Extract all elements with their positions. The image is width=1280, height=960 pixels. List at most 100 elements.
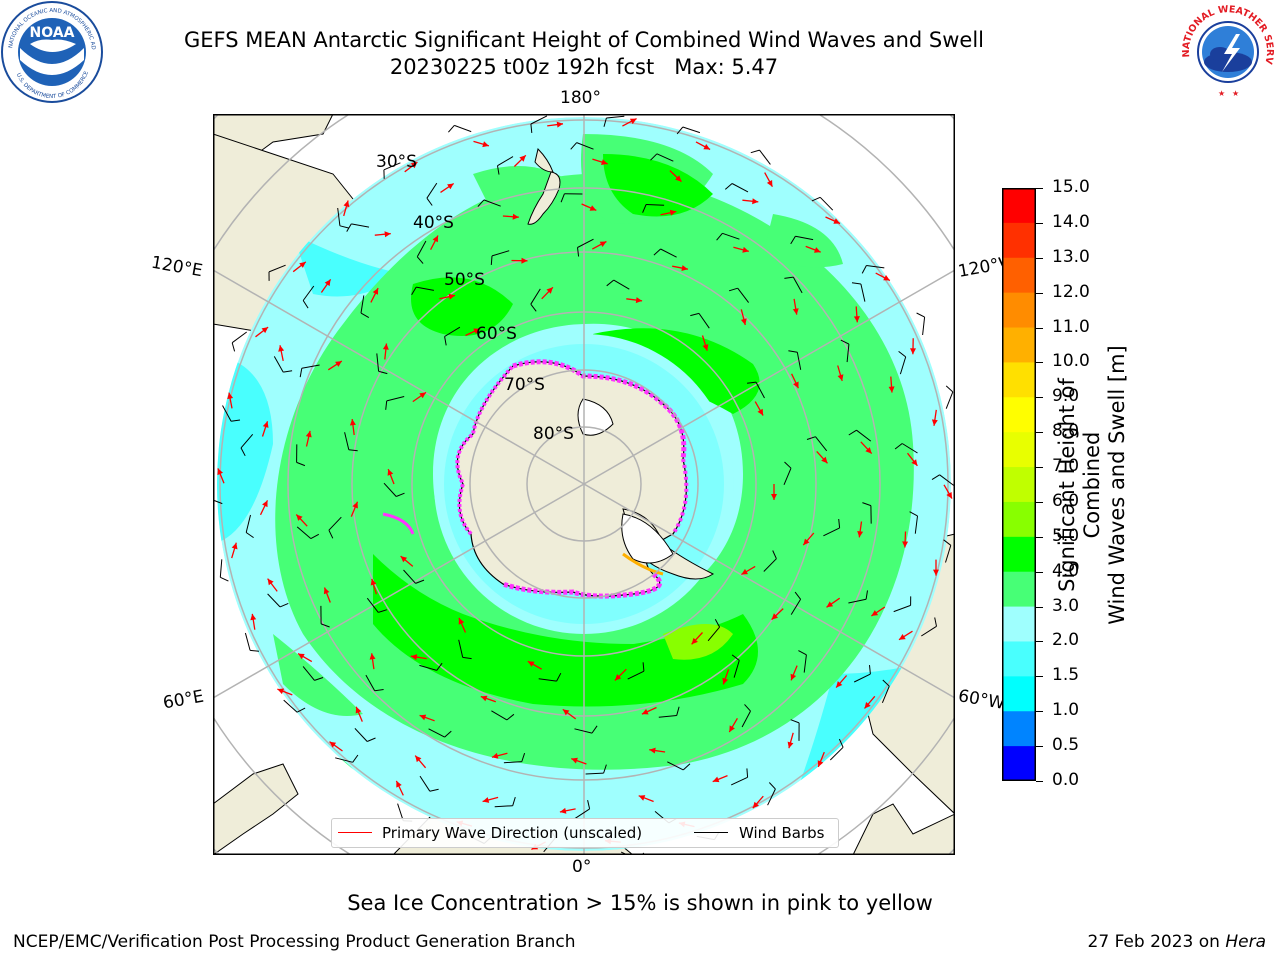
- wave-direction-arrowhead: [352, 501, 358, 509]
- wind-barb-feather: [772, 550, 777, 559]
- wind-barb-feather: [603, 764, 607, 774]
- wave-direction-arrowhead: [458, 617, 465, 625]
- wind-barb-feather: [931, 474, 940, 481]
- wind-barb-feather: [570, 142, 578, 150]
- wind-barb-feather: [798, 650, 807, 656]
- wind-barb-feather: [606, 279, 615, 287]
- wind-barb-feather: [490, 255, 493, 265]
- colorbar-tick-mark: [1036, 467, 1043, 469]
- wind-barb-shaft: [722, 232, 740, 240]
- wind-barb-feather: [213, 499, 223, 505]
- wind-barb-shaft: [419, 775, 431, 792]
- colorbar-tick-label: 12.0: [1052, 281, 1090, 302]
- wind-barb-shaft: [922, 317, 926, 336]
- wind-barb-feather: [320, 623, 330, 628]
- wind-barb-feather: [302, 300, 309, 309]
- wave-direction-arrowhead: [857, 531, 864, 538]
- wave-direction-arrowhead: [349, 419, 356, 426]
- wind-barb-feather: [231, 342, 236, 352]
- wind-barb-shaft: [267, 593, 281, 608]
- wind-barb-shaft: [428, 728, 445, 738]
- wave-direction-arrowhead: [712, 776, 720, 783]
- wind-barb-feather: [744, 704, 751, 712]
- wind-barb-feather: [220, 576, 229, 582]
- wind-barb-feather: [378, 609, 388, 613]
- lat-label-80s: 80°S: [533, 424, 574, 444]
- wind-barb-shaft: [853, 673, 871, 683]
- wave-direction-arrowhead: [355, 706, 362, 714]
- wave-direction-arrowhead: [324, 279, 331, 287]
- wind-barb-shaft: [848, 598, 867, 604]
- wave-direction-arrowhead: [681, 265, 688, 271]
- wind-barb-shaft: [759, 149, 771, 165]
- colorbar-segment: [1002, 501, 1036, 538]
- wave-arrows: [217, 118, 953, 850]
- wind-barb-feather: [497, 165, 500, 175]
- wind-barb-shaft: [454, 124, 472, 133]
- wind-barb-shaft: [416, 286, 434, 291]
- wave-direction-arrowhead: [562, 709, 570, 716]
- wave-direction-arrowhead: [343, 200, 350, 208]
- wind-barb-shaft: [219, 559, 223, 578]
- wind-barb-feather: [724, 183, 733, 190]
- wind-barb-feather: [385, 400, 388, 410]
- wind-barb-shaft: [491, 710, 508, 721]
- wind-barb-shaft: [403, 569, 416, 584]
- wind-barb-feather: [750, 149, 760, 154]
- wind-barb-shaft: [397, 803, 404, 821]
- wave-direction-arrowhead: [482, 141, 489, 148]
- colorbar-tick-mark: [1036, 397, 1043, 399]
- colorbar-tick-mark: [1036, 711, 1043, 713]
- wave-direction-arrowhead: [448, 293, 456, 300]
- wind-barb-shaft: [939, 474, 955, 487]
- wind-barb-feather: [794, 591, 801, 600]
- wave-direction-arrowhead: [262, 421, 269, 428]
- heavy-wave-band: [373, 554, 758, 707]
- lat-label-30s: 30°S: [376, 152, 417, 172]
- colorbar-segment: [1002, 746, 1036, 781]
- wind-barb-feather: [690, 312, 700, 317]
- wind-barb-shaft: [783, 468, 792, 485]
- wave-direction-arrowhead: [899, 634, 906, 640]
- wind-barb-feather: [556, 672, 562, 682]
- wind-barb-shaft: [494, 805, 513, 808]
- wind-barb-feather: [530, 303, 537, 312]
- wind-barb-feather: [945, 385, 954, 393]
- wind-barb-feather: [296, 707, 306, 713]
- wind-barb-shaft: [245, 514, 251, 533]
- wind-barb-shaft: [921, 625, 937, 637]
- wind-barb-shaft: [698, 313, 710, 329]
- wind-barb-shaft: [682, 126, 701, 134]
- wind-barb-feather: [296, 461, 306, 467]
- wind-barb-feather: [328, 529, 334, 539]
- legend-wind-barbs: Wind Barbs: [739, 824, 825, 842]
- wave-direction-arrowhead: [629, 118, 637, 125]
- wave-direction-arrowhead: [546, 287, 553, 294]
- colorbar-tick-label: 8.0: [1052, 421, 1080, 442]
- wave-direction-arrowhead: [864, 702, 871, 709]
- wave-direction-arrowhead: [231, 542, 238, 550]
- colorbar-tick-mark: [1036, 222, 1043, 224]
- lon-label-60w: 60°W: [956, 686, 1007, 714]
- wave-direction-arrowhead: [771, 613, 778, 620]
- wind-barb-shaft: [301, 364, 320, 369]
- wind-barb-feather: [378, 370, 388, 375]
- wave-direction-arrowhead: [278, 345, 285, 352]
- svg-text:★: ★: [1232, 89, 1239, 98]
- wave-direction-arrowhead: [638, 795, 646, 801]
- chart-title: GEFS MEAN Antarctic Significant Height o…: [183, 28, 985, 52]
- wind-barb-feather: [506, 713, 515, 721]
- wave-direction-arrowhead: [556, 121, 563, 128]
- wind-barb-swatch: [694, 832, 728, 833]
- wind-barb-feather: [245, 532, 254, 539]
- wind-barb-shaft: [646, 204, 665, 206]
- wave-direction-arrowhead: [370, 578, 377, 586]
- colorbar-tick-label: 5.0: [1052, 525, 1080, 546]
- wave-direction-arrowhead: [836, 681, 843, 688]
- wind-barb-shaft: [360, 295, 365, 314]
- wind-barb-feather: [840, 339, 850, 345]
- wind-barb-feather: [477, 199, 485, 207]
- colorbar-segment: [1002, 536, 1036, 573]
- map-legend: Primary Wave Direction (unscaled) Wind B…: [331, 818, 839, 848]
- wave-direction-arrowhead: [335, 361, 342, 367]
